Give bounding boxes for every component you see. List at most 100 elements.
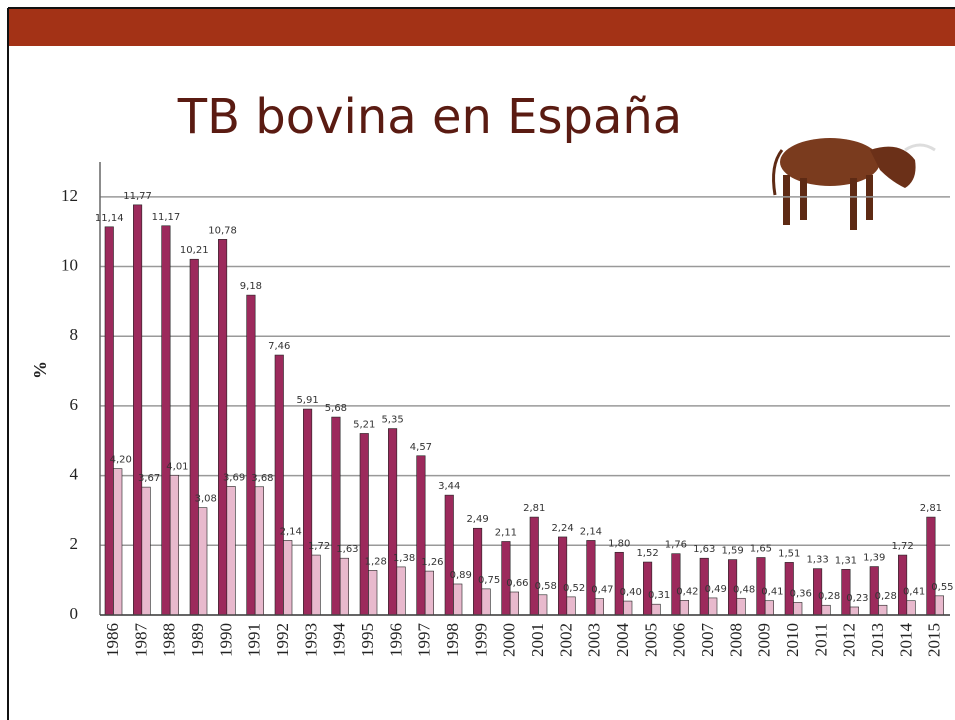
value-label: 7,46 bbox=[268, 341, 290, 352]
value-label: 2,14 bbox=[580, 526, 602, 537]
value-label: 0,41 bbox=[761, 587, 783, 598]
bar bbox=[934, 595, 944, 616]
y-tick-label: 0 bbox=[70, 604, 79, 623]
bar bbox=[104, 226, 114, 616]
value-label: 11,77 bbox=[123, 191, 152, 202]
x-tick-label: 2003 bbox=[585, 623, 604, 657]
x-tick-label: 1997 bbox=[415, 623, 434, 658]
bar bbox=[169, 474, 179, 616]
value-label: 4,01 bbox=[166, 461, 188, 472]
bar bbox=[339, 557, 349, 616]
bar bbox=[331, 416, 341, 616]
bar bbox=[416, 455, 426, 616]
bar bbox=[793, 602, 803, 616]
bar bbox=[671, 553, 681, 616]
value-label: 0,52 bbox=[563, 583, 585, 594]
value-label: 2,81 bbox=[523, 503, 545, 514]
bar bbox=[623, 600, 633, 616]
value-label: 9,18 bbox=[240, 281, 262, 292]
value-label: 1,28 bbox=[365, 556, 387, 567]
bar bbox=[444, 494, 454, 616]
value-label: 5,35 bbox=[381, 415, 403, 426]
value-label: 3,44 bbox=[438, 481, 460, 492]
x-tick-label: 1998 bbox=[443, 623, 462, 657]
bar bbox=[566, 596, 576, 616]
value-label: 0,49 bbox=[705, 584, 727, 595]
value-label: 5,68 bbox=[325, 403, 347, 414]
x-tick-label: 1996 bbox=[386, 623, 405, 657]
value-label: 1,72 bbox=[891, 541, 913, 552]
x-tick-label: 2014 bbox=[896, 623, 915, 658]
bar bbox=[736, 597, 746, 616]
bar bbox=[614, 551, 624, 616]
value-label: 2,81 bbox=[920, 503, 942, 514]
bar bbox=[424, 570, 434, 616]
value-label: 3,68 bbox=[251, 473, 273, 484]
bar bbox=[303, 408, 313, 616]
value-label: 0,23 bbox=[846, 593, 868, 604]
bar bbox=[849, 606, 859, 616]
bar bbox=[473, 527, 483, 616]
x-tick-label: 1986 bbox=[103, 623, 122, 657]
value-label: 1,39 bbox=[863, 553, 885, 564]
bar bbox=[926, 516, 936, 616]
bar bbox=[198, 507, 208, 616]
bar bbox=[161, 225, 171, 616]
bar bbox=[396, 566, 406, 616]
value-label: 4,57 bbox=[410, 442, 432, 453]
value-label: 5,91 bbox=[296, 395, 318, 406]
bar bbox=[878, 604, 888, 616]
x-tick-label: 2009 bbox=[755, 623, 774, 657]
y-axis-label: % bbox=[30, 361, 50, 379]
value-label: 0,41 bbox=[903, 587, 925, 598]
header-band bbox=[9, 9, 955, 46]
value-label: 2,24 bbox=[551, 523, 573, 534]
value-label: 1,51 bbox=[778, 548, 800, 559]
x-tick-label: 1990 bbox=[216, 623, 235, 657]
value-label: 0,28 bbox=[818, 591, 840, 602]
bar bbox=[254, 486, 264, 616]
bar bbox=[283, 540, 293, 616]
x-tick-label: 1989 bbox=[188, 623, 207, 657]
value-label: 0,42 bbox=[676, 586, 698, 597]
bar bbox=[113, 468, 123, 616]
bar bbox=[586, 540, 596, 616]
x-tick-label: 1987 bbox=[131, 623, 150, 658]
bar bbox=[538, 594, 548, 616]
x-tick-label: 2004 bbox=[613, 623, 632, 658]
bar bbox=[189, 258, 199, 616]
y-tick-label: 6 bbox=[70, 395, 79, 414]
bar bbox=[481, 588, 491, 616]
x-tick-label: 1992 bbox=[273, 623, 292, 657]
value-label: 10,78 bbox=[208, 225, 237, 236]
x-tick-label: 2010 bbox=[783, 623, 802, 657]
value-label: 1,33 bbox=[806, 555, 828, 566]
y-tick-label: 4 bbox=[70, 465, 79, 484]
value-label: 1,31 bbox=[835, 555, 857, 566]
x-tick-label: 1994 bbox=[330, 623, 349, 658]
value-label: 1,59 bbox=[721, 546, 743, 557]
value-label: 4,20 bbox=[110, 455, 132, 466]
x-tick-label: 2013 bbox=[868, 623, 887, 657]
x-tick-label: 2002 bbox=[556, 623, 575, 657]
value-label: 1,72 bbox=[308, 541, 330, 552]
value-label: 1,63 bbox=[693, 544, 715, 555]
value-label: 0,31 bbox=[648, 590, 670, 601]
value-label: 1,38 bbox=[393, 553, 415, 564]
value-label: 1,80 bbox=[608, 538, 630, 549]
x-tick-label: 2015 bbox=[925, 623, 944, 657]
bar bbox=[388, 428, 398, 616]
x-tick-label: 2001 bbox=[528, 623, 547, 657]
x-tick-label: 2006 bbox=[670, 623, 689, 657]
x-tick-label: 1991 bbox=[245, 623, 264, 657]
x-tick-label: 2000 bbox=[500, 623, 519, 657]
bar bbox=[529, 516, 539, 616]
value-label: 10,21 bbox=[180, 245, 209, 256]
y-tick-label: 8 bbox=[70, 325, 79, 344]
value-label: 2,11 bbox=[495, 527, 517, 538]
y-tick-label: 2 bbox=[70, 534, 79, 553]
x-tick-label: 1988 bbox=[160, 623, 179, 657]
value-label: 2,49 bbox=[466, 514, 488, 525]
x-tick-label: 1999 bbox=[471, 623, 490, 657]
